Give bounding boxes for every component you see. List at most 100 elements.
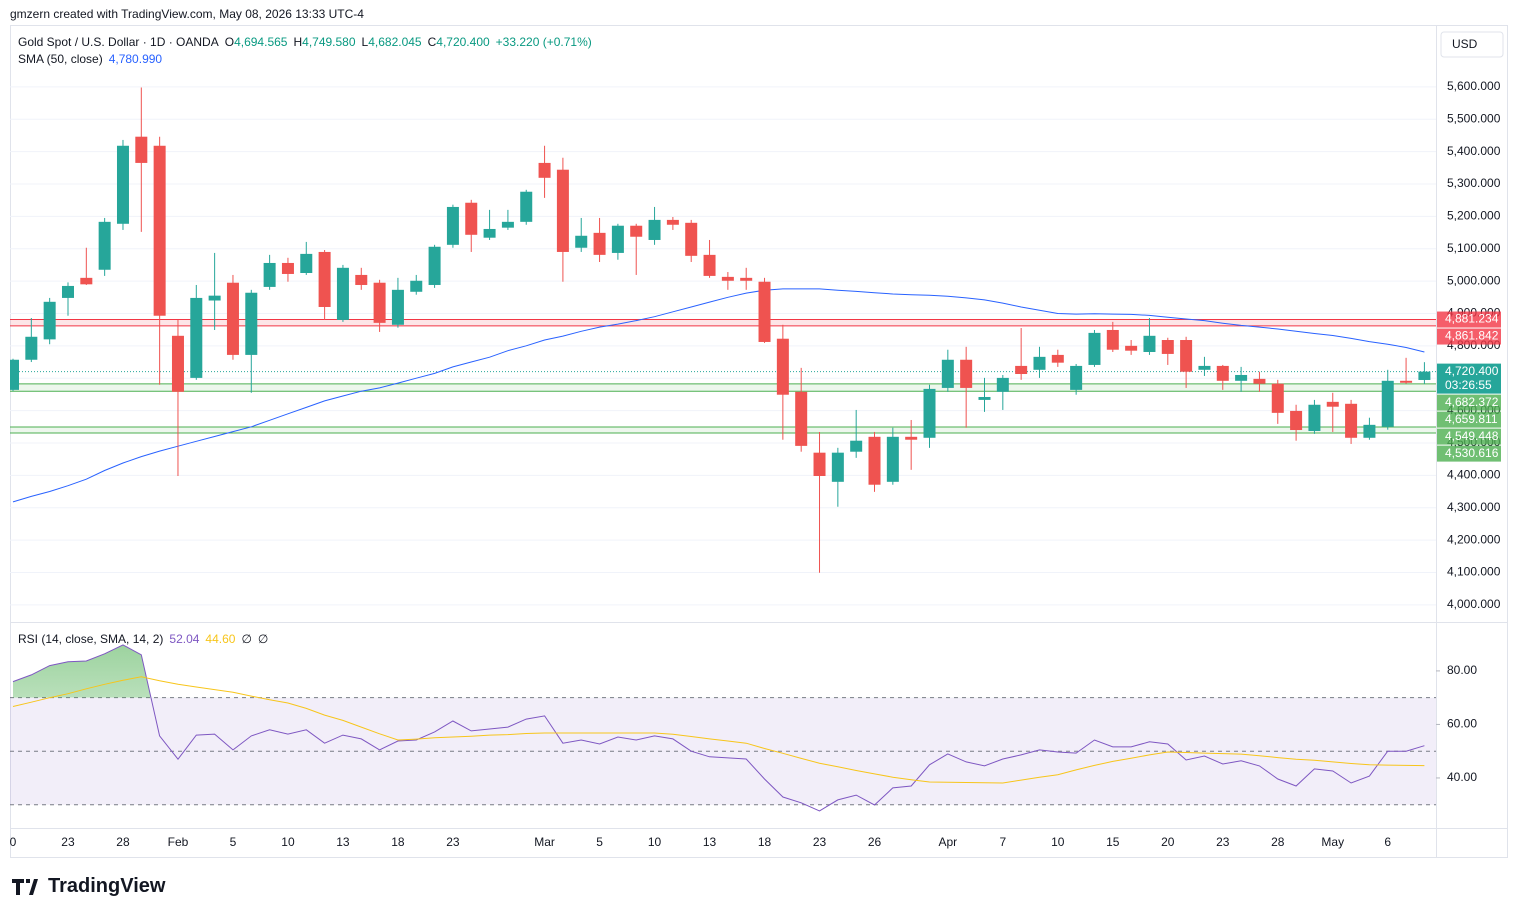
y-tick-label: 4,100.000 (1447, 565, 1501, 579)
main-legend: Gold Spot / U.S. Dollar · 1D · OANDA O4,6… (18, 35, 598, 49)
x-tick-label: 23 (813, 835, 827, 849)
ohlc-value: 4,682.045 (368, 35, 422, 49)
x-tick-label: 5 (230, 835, 237, 849)
price-label-bg (1437, 311, 1501, 328)
candle-body (410, 280, 423, 292)
candle-body (190, 297, 203, 378)
rsi-value: 44.60 (205, 632, 236, 646)
currency: USD (1452, 37, 1478, 51)
rsi-line (12, 644, 1425, 812)
y-tick-label: 5,000.000 (1447, 273, 1501, 287)
candle-body (1015, 365, 1028, 375)
rsi-tick-label: 40.00 (1447, 770, 1477, 784)
candle-body (575, 235, 588, 248)
candle-body (813, 452, 826, 476)
candle-body (941, 359, 954, 388)
price-label-bg (1437, 428, 1501, 445)
candle-body (263, 262, 276, 287)
change: +33.220 (+0.71%) (495, 35, 592, 49)
candle-body (208, 295, 221, 301)
rsi-tick-label: 60.00 (1447, 717, 1477, 731)
candle-body (960, 359, 973, 388)
candle-body (556, 169, 569, 252)
candle-body (446, 206, 459, 245)
y-tick-label: 4,200.000 (1447, 532, 1501, 546)
candle-body (1198, 365, 1211, 370)
x-tick-label: Mar (534, 835, 555, 849)
candle-body (318, 251, 331, 307)
x-tick-label: 10 (1051, 835, 1065, 849)
x-tick-label: 26 (868, 835, 882, 849)
candle-body (245, 292, 258, 355)
candle-body (1418, 371, 1431, 380)
x-tick-label: 23 (61, 835, 75, 849)
price-label-bg (1437, 328, 1501, 345)
candle-body (740, 277, 753, 281)
price-label: 4,682.372 (1445, 395, 1499, 409)
candle-body (373, 282, 386, 323)
candle-body (25, 336, 38, 360)
rsi-title: RSI (14, close, SMA, 14, 2) (18, 632, 164, 646)
rsi-legend: RSI (14, close, SMA, 14, 2) 52.04 44.60 ∅ ∅ (18, 632, 274, 646)
x-tick-label: 5 (596, 835, 603, 849)
x-tick-label: 18 (758, 835, 772, 849)
candle-body (1271, 383, 1284, 413)
price-label: 4,881.234 (1445, 312, 1499, 326)
candle-body (1033, 356, 1046, 370)
candle-body (226, 282, 239, 355)
candle-body (61, 285, 74, 298)
ohlc-value: 4,749.580 (302, 35, 356, 49)
x-tick-label: 13 (703, 835, 717, 849)
candle-body (1345, 403, 1358, 438)
y-tick-label: 4,300.000 (1447, 500, 1501, 514)
x-tick-label: 10 (281, 835, 295, 849)
y-tick-label: 5,600.000 (1447, 79, 1501, 93)
x-tick-label: 13 (336, 835, 350, 849)
ohlc-key: O (224, 35, 235, 49)
price-label: 4,720.400 (1445, 364, 1499, 378)
candle-body (758, 281, 771, 342)
candle-body (1308, 404, 1321, 431)
sma-name: SMA (50, close) (18, 52, 103, 66)
grid (10, 86, 1436, 606)
x-tick-label: 28 (116, 835, 130, 849)
rsi-tick-label: 80.00 (1447, 663, 1477, 677)
zone-fill (10, 383, 1436, 392)
candle-body (868, 436, 881, 485)
candle-body (538, 162, 551, 178)
candle-body (80, 277, 93, 285)
x-tick-label: 6 (1384, 835, 1391, 849)
rsi-value: 52.04 (169, 632, 200, 646)
candle-body (666, 219, 679, 225)
price-pane (10, 87, 1436, 573)
x-tick-label: Apr (938, 835, 957, 849)
price-label: 4,530.616 (1445, 446, 1499, 460)
candle-body (1161, 340, 1174, 354)
candle-body (428, 246, 441, 285)
x-tick-label: 20 (1161, 835, 1175, 849)
candle-body (1235, 374, 1248, 381)
candle-body (648, 219, 661, 240)
y-tick-label: 5,200.000 (1447, 209, 1501, 223)
candle-body (721, 276, 734, 281)
currency-box[interactable] (1440, 31, 1504, 58)
candle-body (630, 225, 643, 237)
candle-body (703, 254, 716, 276)
zone-fill (10, 426, 1436, 434)
overbought-fill (13, 644, 151, 698)
candle-body (1381, 380, 1394, 427)
x-tick-label: 10 (648, 835, 662, 849)
candle-body (171, 335, 184, 392)
sma-value: 4,780.990 (108, 52, 163, 66)
candle-body (1051, 354, 1064, 363)
price-label: 4,659.811 (1445, 412, 1498, 426)
x-tick-label: 0 (10, 835, 17, 849)
candle-body (153, 145, 166, 316)
y-tick-label: 5,400.000 (1447, 144, 1501, 158)
price-label: 4,861.842 (1445, 329, 1499, 343)
candle-body (795, 391, 808, 446)
candle-body (1363, 424, 1376, 438)
candle-body (465, 202, 478, 235)
ohlc-value: 4,694.565 (234, 35, 288, 49)
